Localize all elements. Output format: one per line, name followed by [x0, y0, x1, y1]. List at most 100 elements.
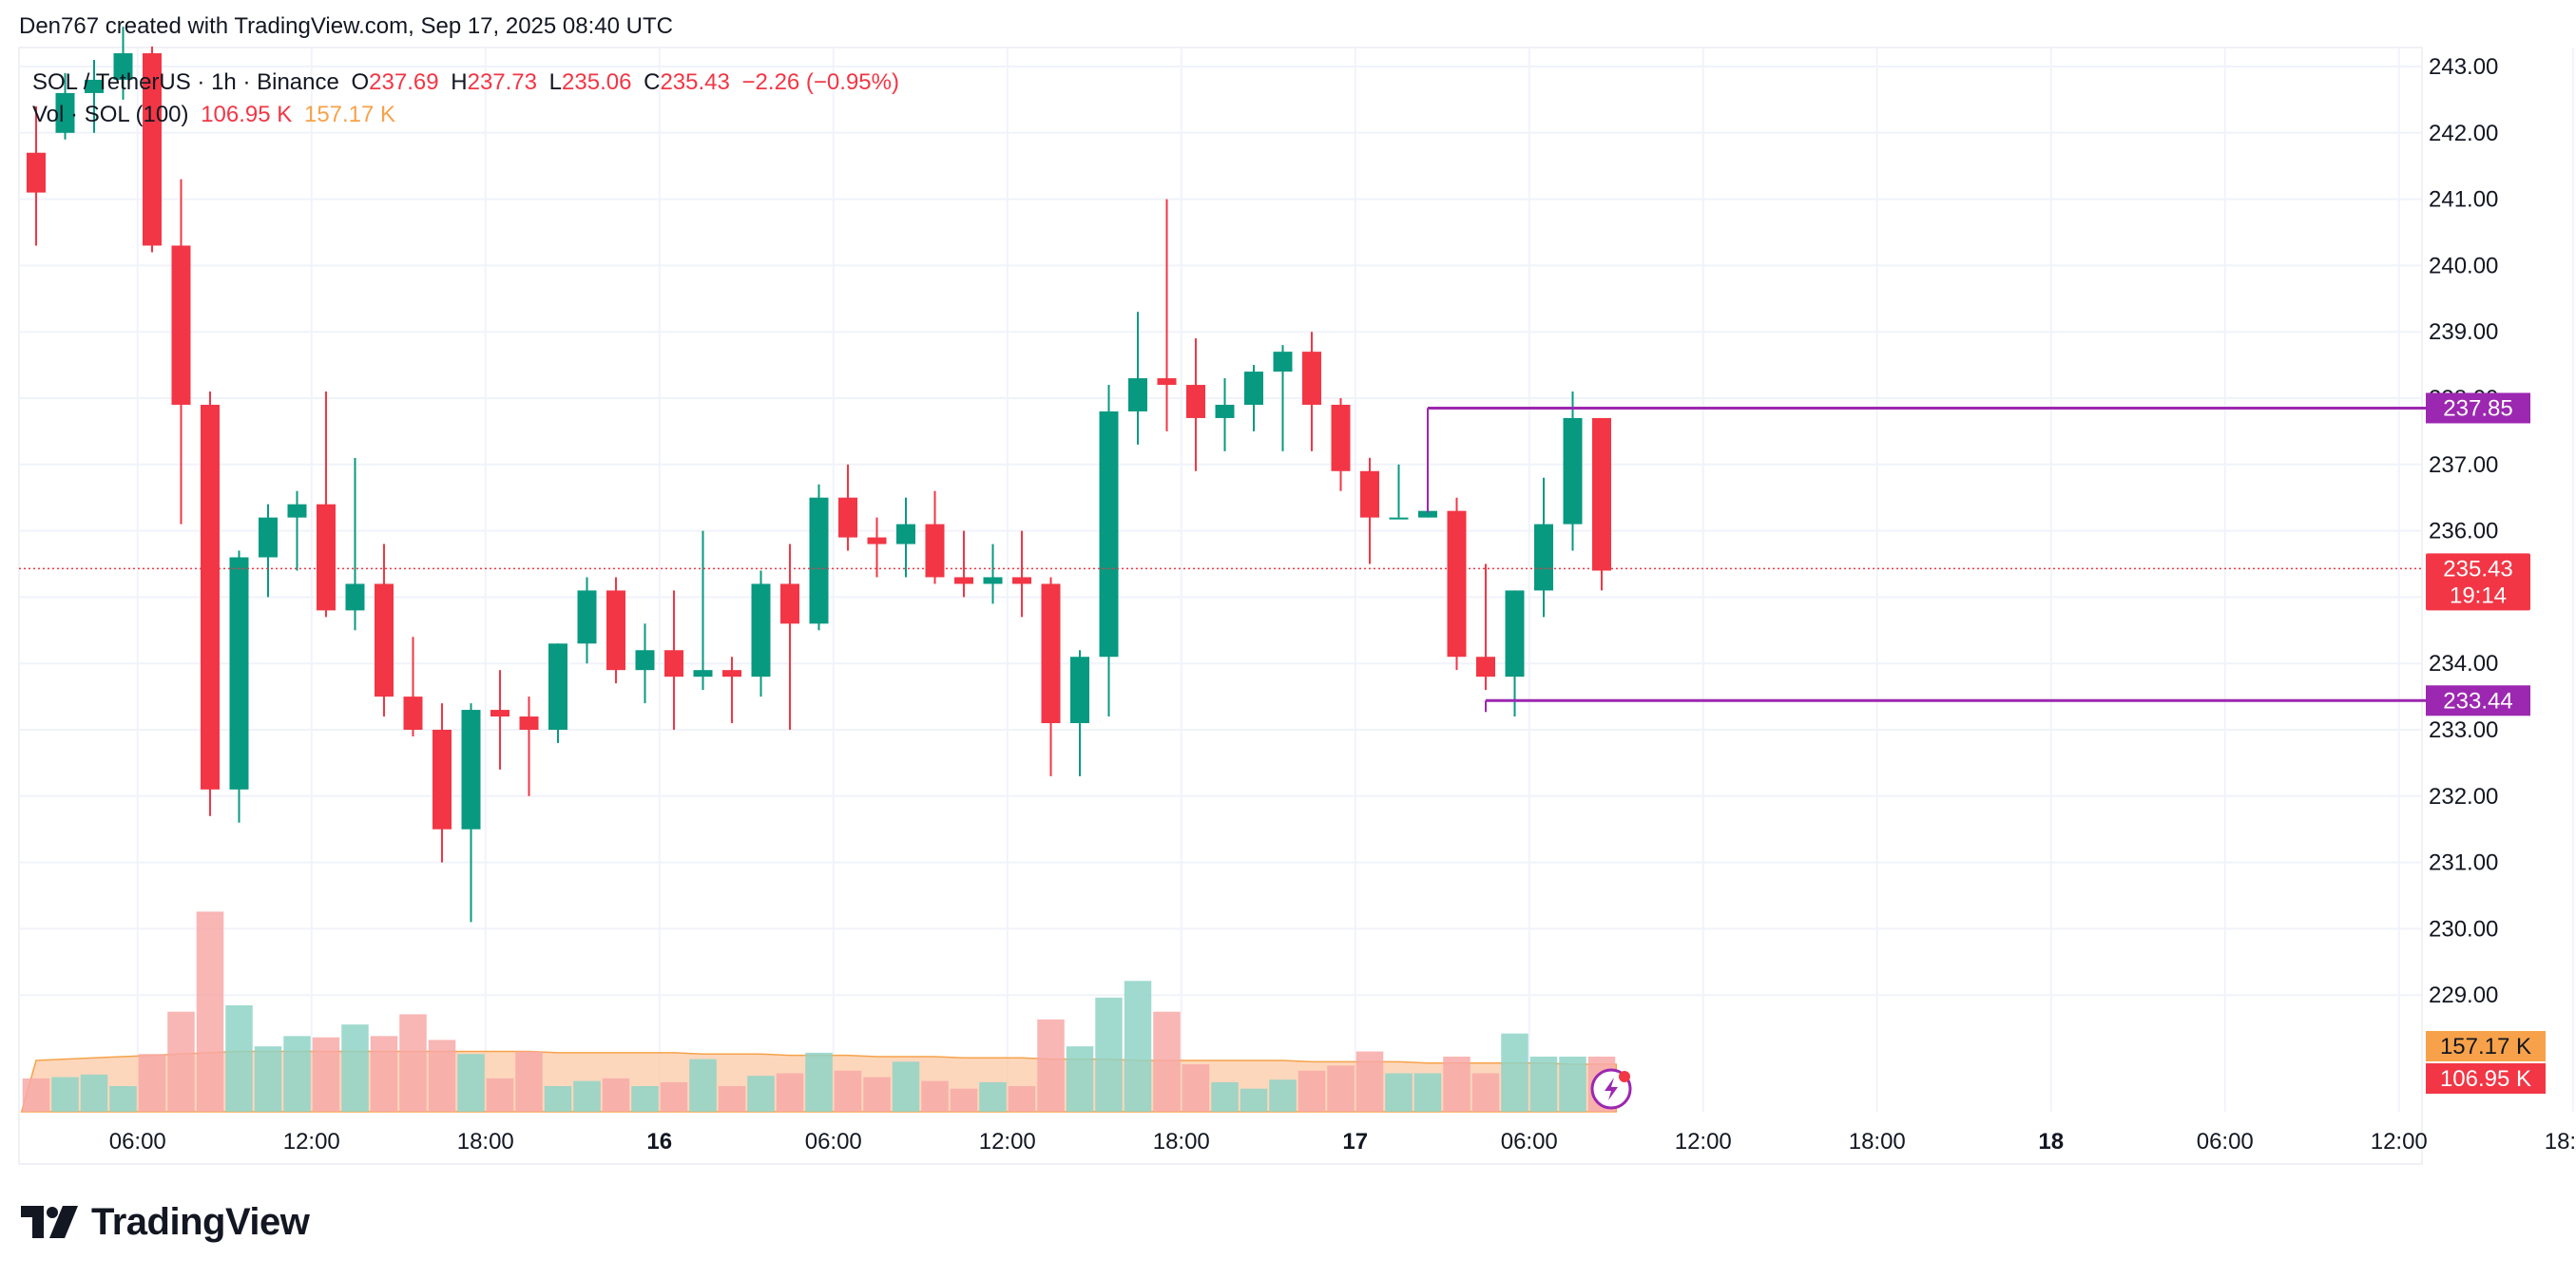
candle-body [287, 504, 307, 518]
volume-ma-tag [2426, 1031, 2546, 1061]
candle-body [113, 53, 133, 80]
volume-ma-value: 157.17 K [303, 102, 396, 127]
volume-bar [950, 1088, 978, 1112]
volume-bar [1153, 1011, 1181, 1112]
volume-bar [283, 1036, 311, 1112]
candle-body [1244, 372, 1263, 405]
countdown-label: 19:14 [2450, 582, 2507, 608]
volume-bar [834, 1070, 862, 1112]
last-price-tag-label: 235.43 [2443, 556, 2512, 582]
time-tick-label: 18:00 [457, 1129, 514, 1155]
candle-body [838, 497, 857, 538]
volume-bar [515, 1051, 543, 1112]
volume-bar [399, 1014, 427, 1112]
volume-bar [863, 1077, 891, 1112]
candle-body [259, 517, 278, 558]
candle-body [403, 697, 423, 730]
volume-bar [138, 1054, 166, 1112]
candle-body [1534, 524, 1553, 591]
candle-body [577, 590, 597, 644]
symbol-title[interactable]: SOL / TetherUS · 1h · Binance [32, 69, 339, 95]
candle-body [317, 504, 336, 611]
high-label: H [451, 69, 468, 95]
volume-bar [979, 1081, 1007, 1112]
candle-body [1592, 417, 1611, 571]
candle-body [27, 152, 46, 193]
tradingview-logo[interactable]: TradingView [21, 1199, 310, 1245]
chart-credit: Den767 created with TradingView.com, Sep… [19, 13, 673, 39]
time-tick-label: 06:00 [2197, 1129, 2254, 1155]
candle-body [1012, 577, 1031, 584]
candle-body [1157, 378, 1177, 386]
candle-body [143, 53, 162, 246]
time-tick-label: 17 [1342, 1129, 1368, 1155]
time-tick-label: 18:00 [2545, 1129, 2576, 1155]
chart-frame [18, 47, 2423, 1165]
brand-name: TradingView [91, 1200, 310, 1243]
volume-tag-label: 106.95 K [2440, 1066, 2531, 1092]
candle-body [925, 524, 945, 578]
price-tick-label: 231.00 [2429, 850, 2498, 876]
volume-bar [1037, 1019, 1065, 1112]
volume-bar [602, 1078, 630, 1112]
candle-body [1302, 352, 1321, 405]
volume-tag [2426, 1063, 2546, 1094]
price-tick-label: 229.00 [2429, 983, 2498, 1008]
volume-bar [1385, 1073, 1413, 1112]
overlays [19, 567, 2422, 1110]
candle-body [1215, 404, 1235, 418]
level-price-tag-label: 233.44 [2443, 688, 2512, 714]
price-axis[interactable]: 243.00242.00241.00240.00239.00238.00237.… [2426, 54, 2546, 1094]
volume-bar [544, 1086, 572, 1112]
candle-body [1070, 657, 1089, 724]
candle-body [461, 710, 481, 830]
candle-body [345, 583, 365, 611]
price-tick-label: 239.00 [2429, 319, 2498, 345]
candle-body [1418, 510, 1437, 518]
volume-bar [486, 1078, 514, 1112]
time-axis[interactable]: 06:00 12:00 18:00 16 06:00 12:00 18:00 17 06:00 1… [109, 1129, 2576, 1155]
candle-body [433, 730, 452, 830]
volume-bar [457, 1054, 485, 1112]
time-tick-label: 18:00 [1153, 1129, 1210, 1155]
volume-bar [1298, 1070, 1326, 1112]
volume-title[interactable]: Vol · SOL (100) [32, 102, 189, 127]
horizontal-levels[interactable] [1427, 406, 2426, 713]
change-value: −2.26 (−0.95%) [741, 69, 899, 95]
price-tick-label: 232.00 [2429, 784, 2498, 810]
level-price-tag [2426, 685, 2530, 716]
grid [18, 47, 2574, 1165]
price-tick-label: 234.00 [2429, 651, 2498, 677]
volume-bar [660, 1081, 688, 1112]
volume-bar [1269, 1079, 1297, 1112]
candle-body [722, 670, 741, 678]
candle-body [201, 404, 220, 790]
time-tick-label: 06:00 [1501, 1129, 1558, 1155]
candle-body [983, 577, 1003, 584]
price-tick-label: 236.00 [2429, 519, 2498, 544]
volume-bar [1182, 1064, 1210, 1112]
volume-ma-tag-label: 157.17 K [2440, 1034, 2531, 1059]
volume-bar [1124, 981, 1152, 1112]
volume-bar [573, 1080, 601, 1112]
volume-bar [689, 1059, 717, 1112]
candle-body [1476, 657, 1495, 678]
candle-body [664, 650, 683, 678]
ohlc-legend-row: SOL / TetherUS · 1h · Binance O237.69 H2… [32, 67, 905, 99]
volume-bar [1443, 1056, 1471, 1112]
candle-body [1360, 470, 1379, 518]
volume-bar [196, 911, 224, 1112]
volume-bar [1413, 1073, 1442, 1112]
volume-bar [167, 1011, 195, 1112]
lightning-bolt-icon [1605, 1078, 1618, 1100]
volume-bar [892, 1061, 920, 1112]
price-tick-label: 230.00 [2429, 916, 2498, 942]
low-value: 235.06 [562, 69, 632, 95]
candle-body [780, 583, 799, 624]
close-value: 235.43 [660, 69, 730, 95]
volume-value: 106.95 K [201, 102, 293, 127]
candle-series [27, 27, 1611, 923]
price-tick-label: 237.00 [2429, 452, 2498, 478]
price-tick-label: 242.00 [2429, 121, 2498, 146]
